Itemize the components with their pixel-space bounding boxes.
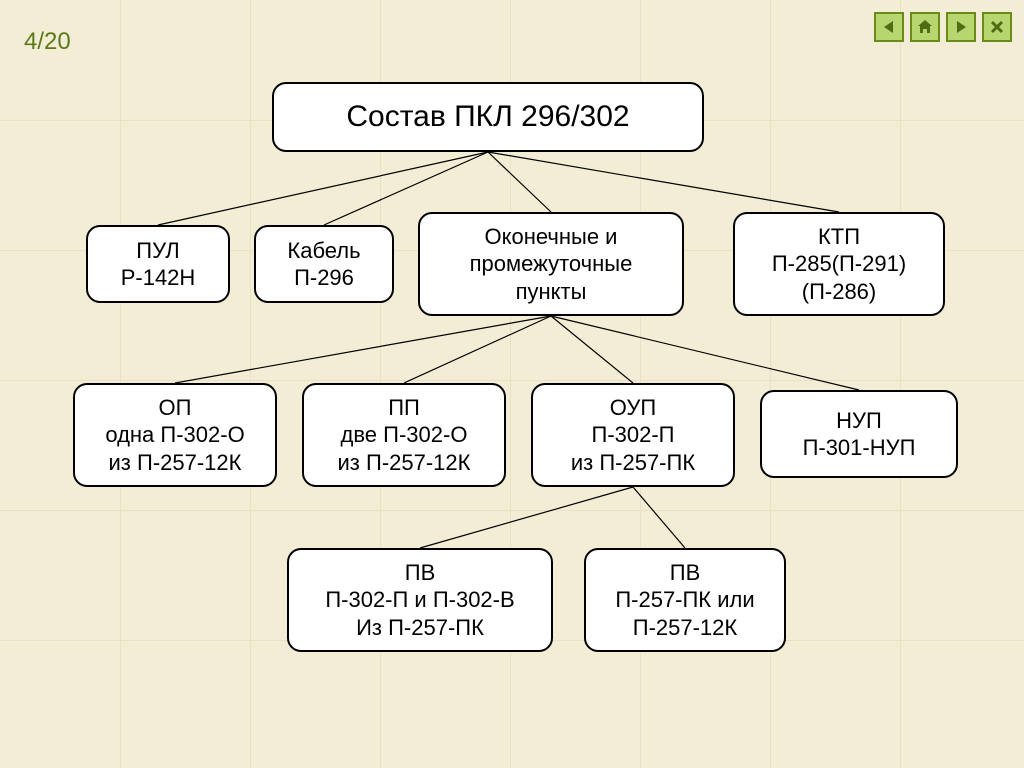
node-n3-line: Оконечные и [485,223,618,251]
nav-home-button[interactable] [910,12,940,42]
nav-bar [874,12,1012,42]
node-n3: Оконечные ипромежуточныепункты [418,212,684,316]
home-icon [916,18,934,36]
node-m3-line: П-302-П [592,421,675,449]
node-b2-line: П-257-ПК или [615,586,754,614]
arrow-right-icon [953,19,969,35]
node-m4-line: П-301-НУП [803,434,916,462]
node-root: Состав ПКЛ 296/302 [272,82,704,152]
node-b1: ПВП-302-П и П-302-ВИз П-257-ПК [287,548,553,652]
node-n1-line: Р-142Н [121,264,196,292]
node-m1-line: из П-257-12К [109,449,242,477]
slide: 4/20 Состав ПКЛ 296/302ПУЛР-142НКабельП-… [0,0,1024,768]
node-root-line: Состав ПКЛ 296/302 [346,98,629,136]
edge-8 [420,487,633,548]
nav-next-button[interactable] [946,12,976,42]
node-n4: КТПП-285(П-291)(П-286) [733,212,945,316]
nav-close-button[interactable] [982,12,1012,42]
node-m1-line: одна П-302-О [105,421,244,449]
node-m2-line: из П-257-12К [338,449,471,477]
node-n2: КабельП-296 [254,225,394,303]
edge-4 [175,316,551,383]
edge-5 [404,316,551,383]
node-m1-line: ОП [159,394,192,422]
nav-prev-button[interactable] [874,12,904,42]
node-b2: ПВП-257-ПК илиП-257-12К [584,548,786,652]
node-n3-line: пункты [516,278,587,306]
node-m4: НУПП-301-НУП [760,390,958,478]
node-n1: ПУЛР-142Н [86,225,230,303]
node-m2-line: ПП [388,394,420,422]
close-icon [989,19,1005,35]
edge-2 [488,152,551,212]
edge-3 [488,152,839,212]
node-n4-line: П-285(П-291) [772,250,906,278]
node-m4-line: НУП [836,407,882,435]
node-m3: ОУПП-302-Пиз П-257-ПК [531,383,735,487]
node-n1-line: ПУЛ [136,237,180,265]
node-b2-line: ПВ [670,559,701,587]
edge-6 [551,316,633,383]
node-b1-line: Из П-257-ПК [356,614,484,642]
node-n4-line: (П-286) [802,278,877,306]
node-m3-line: ОУП [610,394,656,422]
node-n3-line: промежуточные [470,250,633,278]
node-n2-line: Кабель [287,237,360,265]
node-m3-line: из П-257-ПК [571,449,695,477]
node-m1: ОПодна П-302-Оиз П-257-12К [73,383,277,487]
node-b2-line: П-257-12К [633,614,737,642]
node-b1-line: П-302-П и П-302-В [325,586,514,614]
node-m2-line: две П-302-О [341,421,468,449]
edge-9 [633,487,685,548]
node-n2-line: П-296 [294,264,354,292]
edge-7 [551,316,859,390]
node-b1-line: ПВ [405,559,436,587]
node-m2: ППдве П-302-Оиз П-257-12К [302,383,506,487]
node-n4-line: КТП [818,223,860,251]
page-counter: 4/20 [24,28,71,56]
arrow-left-icon [881,19,897,35]
